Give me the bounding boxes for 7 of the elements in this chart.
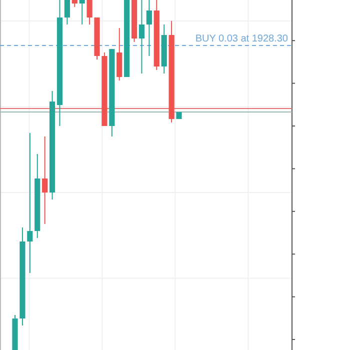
ref-line-label: BUY 0.03 at 1928.30 [195, 34, 288, 44]
candlestick [42, 136, 48, 224]
candlestick [138, 0, 145, 74]
candlestick [86, 0, 92, 25]
candlestick [146, 0, 152, 56]
candlestick [79, 0, 85, 25]
candlestick [64, 0, 70, 25]
